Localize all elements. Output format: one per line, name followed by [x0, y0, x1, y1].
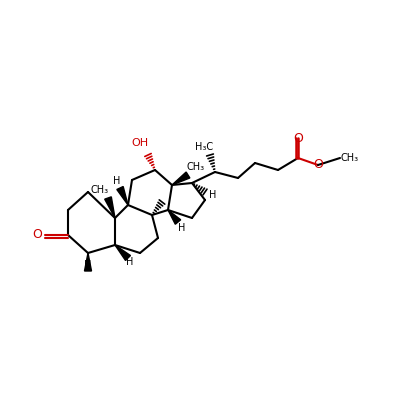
Polygon shape: [84, 253, 92, 271]
Text: O: O: [313, 158, 323, 172]
Polygon shape: [117, 186, 128, 205]
Polygon shape: [168, 210, 181, 224]
Text: H: H: [84, 260, 92, 270]
Text: O: O: [32, 228, 42, 242]
Text: CH₃: CH₃: [341, 153, 359, 163]
Text: OH: OH: [132, 138, 148, 148]
Text: H: H: [113, 176, 121, 186]
Polygon shape: [172, 172, 190, 185]
Polygon shape: [115, 245, 130, 260]
Text: CH₃: CH₃: [187, 162, 205, 172]
Text: CH₃: CH₃: [91, 185, 109, 195]
Text: H: H: [209, 190, 217, 200]
Text: H₃C: H₃C: [195, 142, 213, 152]
Text: H: H: [178, 223, 186, 233]
Text: H: H: [126, 257, 134, 267]
Polygon shape: [105, 197, 115, 218]
Text: O: O: [293, 132, 303, 144]
